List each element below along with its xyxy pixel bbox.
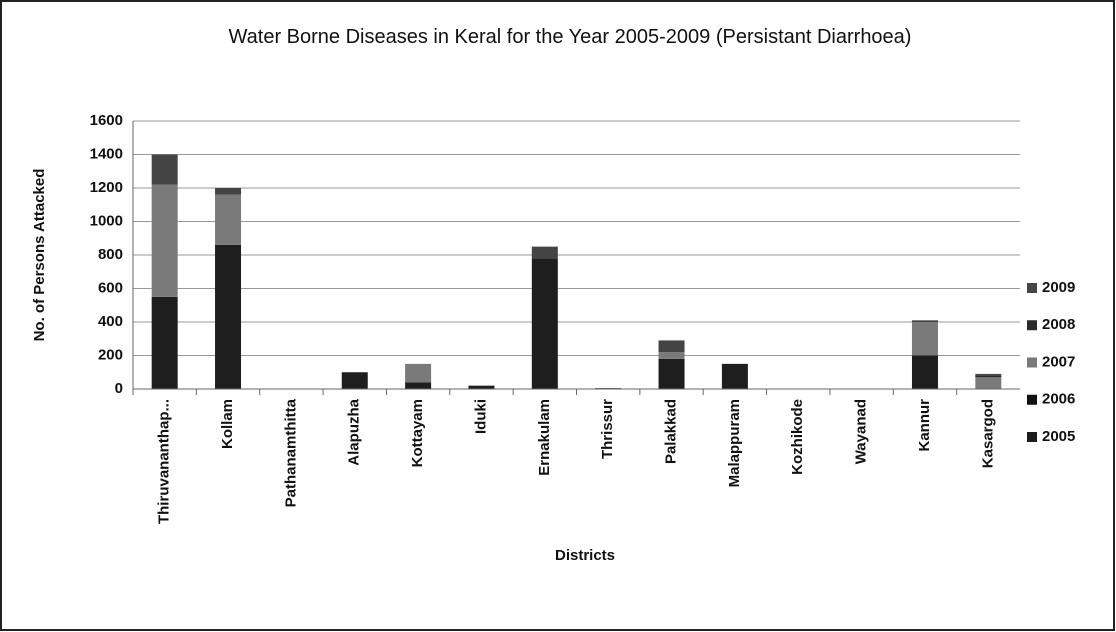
bar-segment — [531, 258, 558, 389]
chart-title: Water Borne Diseases in Keral for the Ye… — [228, 26, 912, 48]
y-tick-label: 400 — [98, 313, 123, 330]
x-tick-label: Thiruvananthap... — [156, 399, 173, 524]
x-tick-label: Kozhikode — [789, 399, 806, 475]
legend-swatch — [1027, 432, 1037, 442]
bar-segment — [721, 363, 748, 389]
y-tick-label: 0 — [115, 380, 123, 397]
x-tick-label: Kannur — [916, 399, 933, 452]
bar-segment — [151, 154, 178, 185]
bar-segment — [531, 246, 558, 259]
bar-segment — [405, 363, 432, 383]
legend-label: 2007 — [1042, 353, 1075, 370]
x-tick-label: Malappuram — [726, 399, 743, 487]
bar-segment — [215, 194, 242, 245]
bar-segment — [911, 322, 938, 356]
bar-segment — [658, 352, 685, 359]
bar-segment — [151, 296, 178, 389]
bar-segment — [911, 320, 938, 322]
legend-swatch — [1027, 394, 1037, 405]
legend-label: 2005 — [1042, 428, 1075, 445]
bar-segment — [975, 377, 1002, 389]
x-tick-label: Pathanamthitta — [282, 398, 299, 507]
x-tick-label: Iduki — [472, 399, 489, 434]
legend-label: 2006 — [1042, 391, 1075, 408]
bar-segment — [975, 375, 1002, 378]
x-tick-label: Kollam — [219, 399, 236, 449]
y-tick-label: 1200 — [90, 179, 123, 196]
x-tick-label: Kottayam — [409, 399, 426, 467]
x-tick-label: Alapuzha — [346, 398, 363, 465]
y-tick-label: 1600 — [90, 112, 123, 129]
bar-segment — [658, 358, 685, 389]
x-tick-label: Ernakulam — [536, 399, 553, 476]
y-tick-label: 1000 — [90, 212, 123, 229]
bar-segment — [468, 385, 495, 389]
x-tick-label: Palakkad — [663, 399, 680, 464]
y-tick-label: 1400 — [90, 145, 123, 162]
bar-segment — [975, 373, 1002, 376]
y-tick-label: 200 — [98, 346, 123, 363]
bar-segment — [658, 340, 685, 353]
y-tick-label: 600 — [98, 279, 123, 296]
y-tick-label: 800 — [98, 246, 123, 263]
legend-label: 2009 — [1042, 279, 1075, 296]
x-tick-label: Kasargod — [979, 399, 996, 468]
y-axis-label: No. of Persons Attacked — [31, 169, 48, 342]
bar-segment — [151, 184, 178, 297]
legend-swatch — [1027, 320, 1037, 331]
legend-swatch — [1027, 283, 1037, 293]
x-axis-label: Districts — [555, 547, 615, 564]
x-tick-label: Thrissur — [599, 399, 616, 459]
bar-segment — [215, 244, 242, 389]
bar-segment — [215, 188, 242, 195]
bar-segment — [341, 372, 368, 389]
legend-swatch — [1027, 357, 1037, 368]
legend-label: 2008 — [1042, 316, 1075, 333]
x-tick-label: Wayanad — [853, 399, 870, 464]
bar-segment — [405, 382, 432, 389]
bar-segment — [911, 355, 938, 389]
